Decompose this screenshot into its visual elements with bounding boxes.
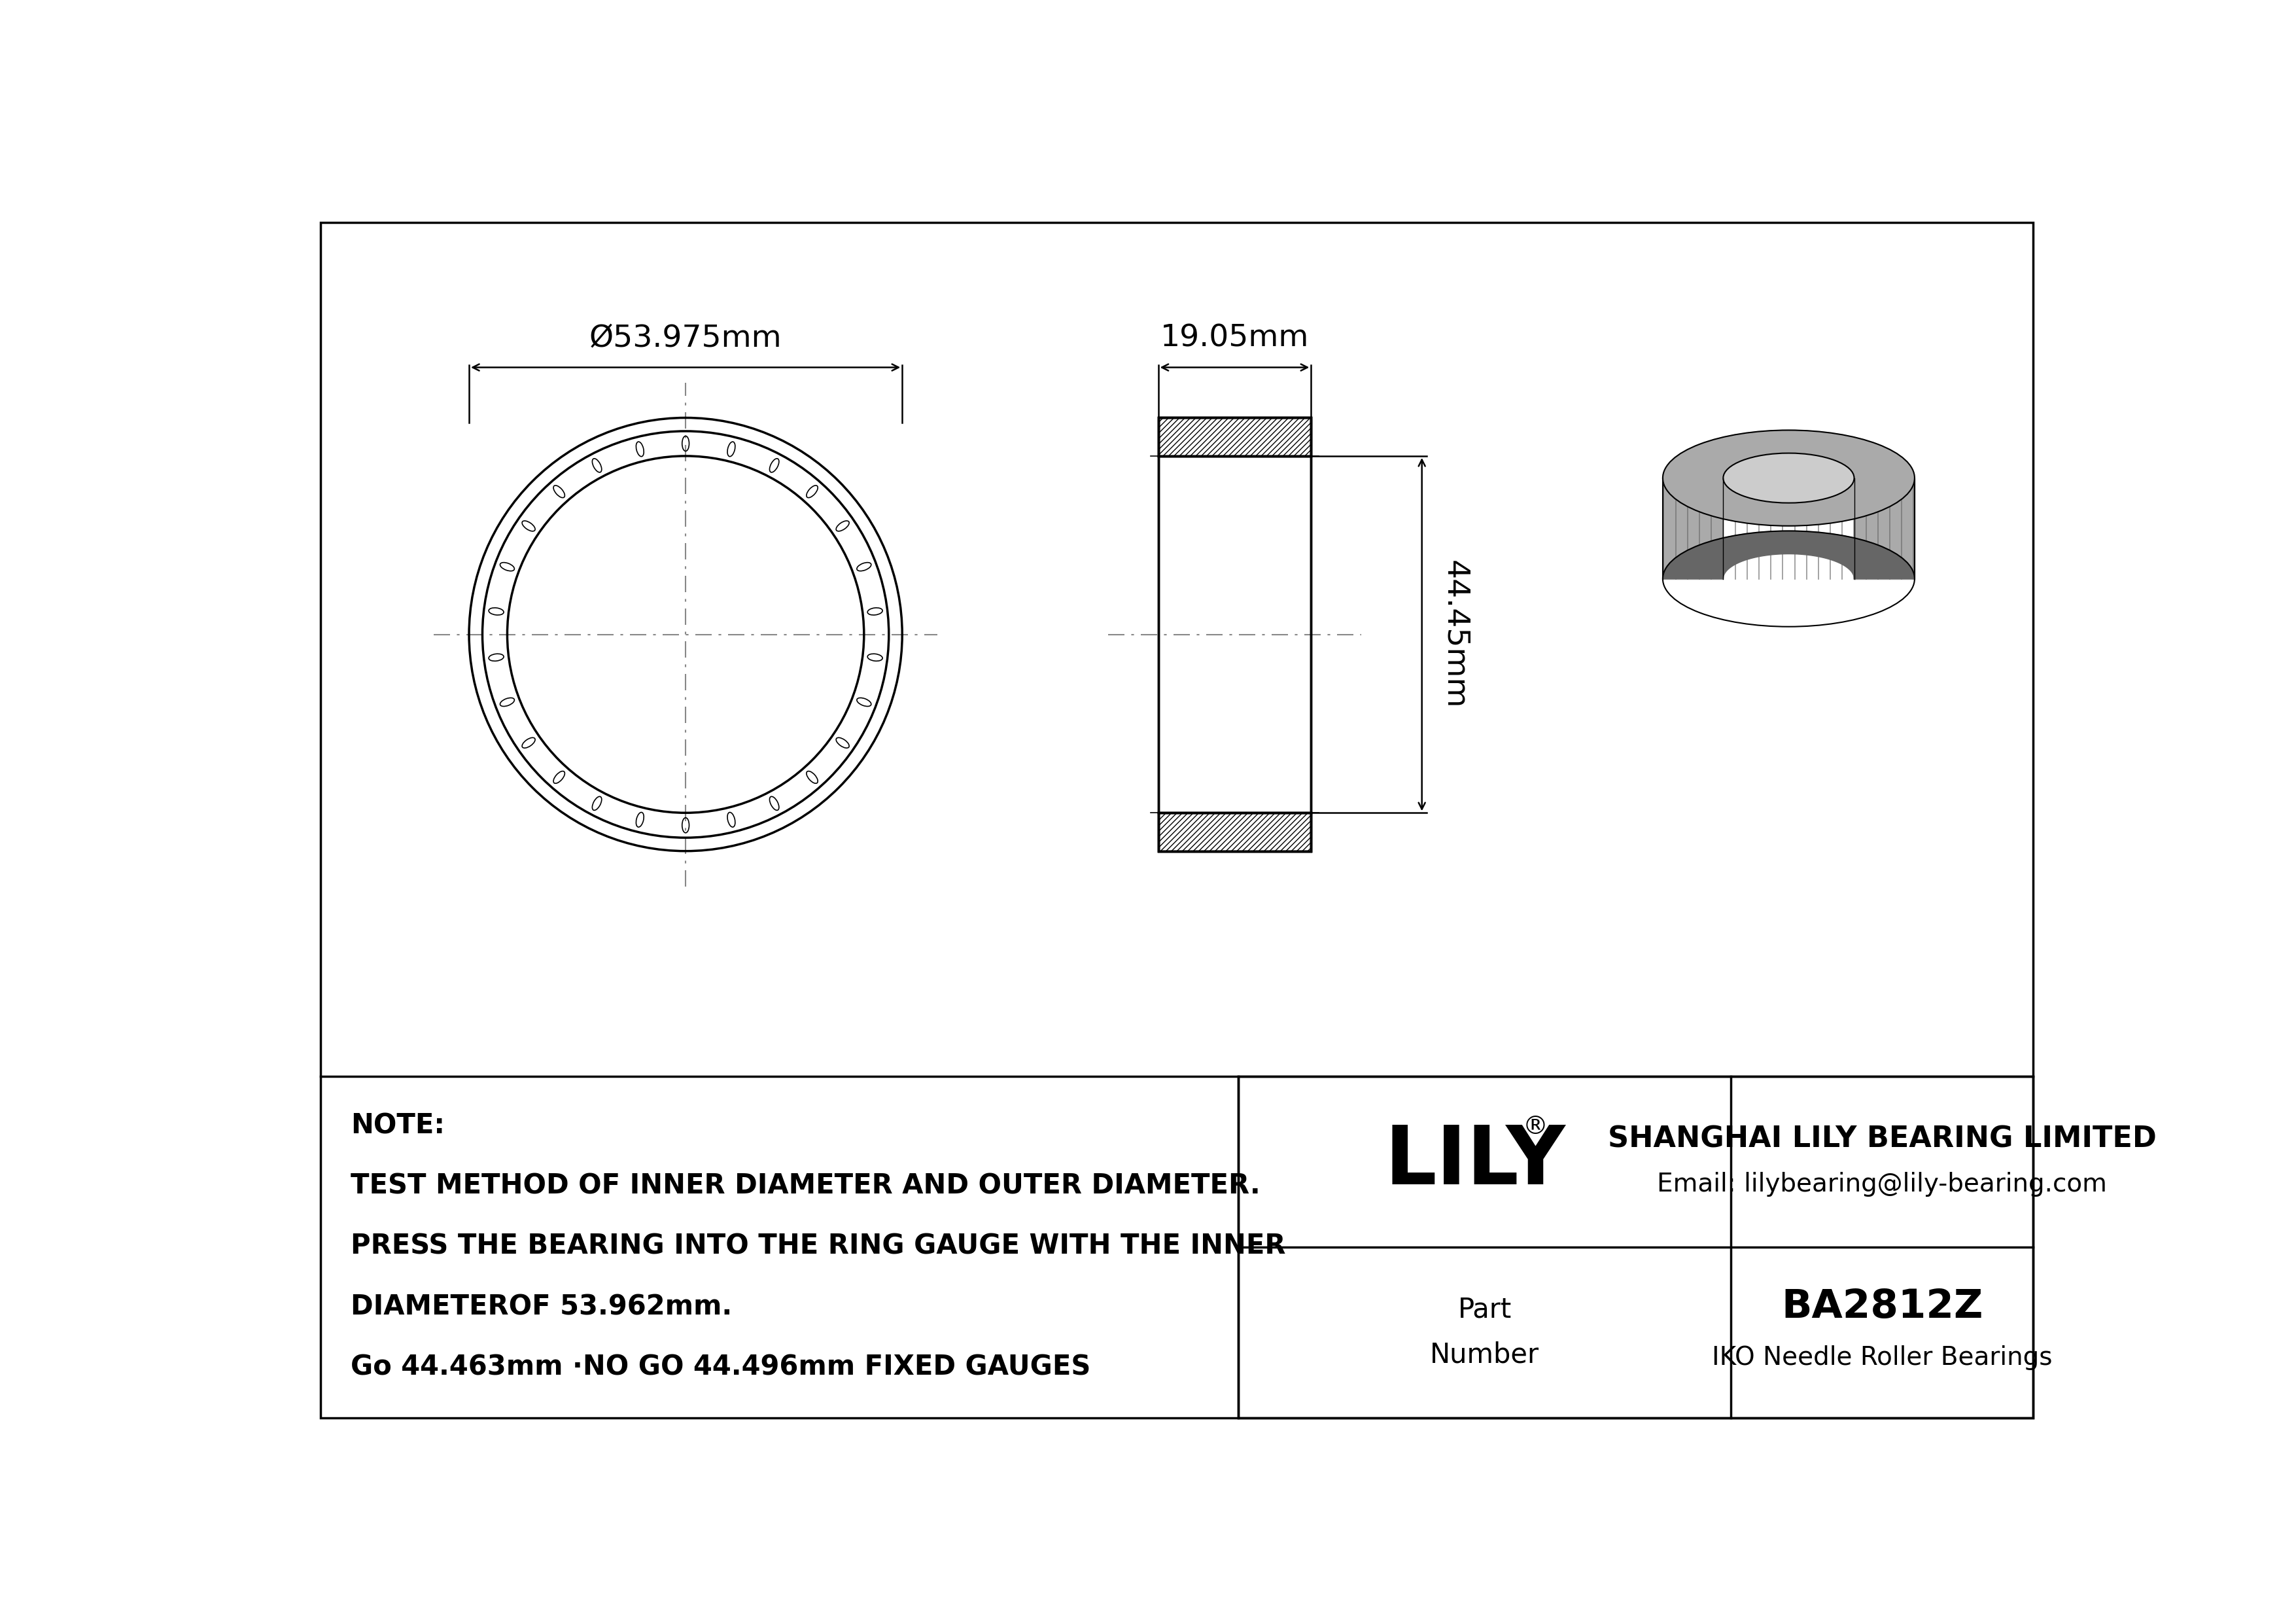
Text: Email: lilybearing@lily-bearing.com: Email: lilybearing@lily-bearing.com bbox=[1658, 1173, 2108, 1197]
Bar bbox=[1238, 1077, 2032, 1418]
Text: 19.05mm: 19.05mm bbox=[1159, 323, 1309, 354]
Ellipse shape bbox=[1724, 453, 1855, 503]
Bar bbox=[1157, 814, 1311, 851]
Text: Go 44.463mm ·NO GO 44.496mm FIXED GAUGES: Go 44.463mm ·NO GO 44.496mm FIXED GAUGES bbox=[351, 1353, 1091, 1380]
Text: IKO Needle Roller Bearings: IKO Needle Roller Bearings bbox=[1713, 1345, 2053, 1371]
Text: Number: Number bbox=[1430, 1341, 1541, 1369]
Text: SHANGHAI LILY BEARING LIMITED: SHANGHAI LILY BEARING LIMITED bbox=[1607, 1125, 2156, 1153]
Ellipse shape bbox=[1662, 430, 1915, 526]
Text: TEST METHOD OF INNER DIAMETER AND OUTER DIAMETER.: TEST METHOD OF INNER DIAMETER AND OUTER … bbox=[351, 1173, 1261, 1200]
Bar bbox=[1157, 417, 1311, 456]
Text: NOTE:: NOTE: bbox=[351, 1112, 445, 1138]
Bar bbox=[1157, 417, 1311, 456]
Text: ®: ® bbox=[1522, 1114, 1548, 1138]
Text: DIAMETEROF 53.962mm.: DIAMETEROF 53.962mm. bbox=[351, 1293, 732, 1320]
Polygon shape bbox=[1662, 477, 1724, 578]
Bar bbox=[1157, 417, 1311, 851]
Text: Ø53.975mm: Ø53.975mm bbox=[590, 323, 783, 354]
Text: PRESS THE BEARING INTO THE RING GAUGE WITH THE INNER: PRESS THE BEARING INTO THE RING GAUGE WI… bbox=[351, 1233, 1286, 1260]
Polygon shape bbox=[1855, 477, 1915, 578]
Text: BA2812Z: BA2812Z bbox=[1782, 1288, 1984, 1327]
Polygon shape bbox=[1662, 531, 1915, 578]
Text: LILY: LILY bbox=[1384, 1122, 1566, 1202]
Text: Part: Part bbox=[1458, 1296, 1511, 1324]
Text: 44.45mm: 44.45mm bbox=[1440, 560, 1469, 708]
Bar bbox=[1157, 814, 1311, 851]
